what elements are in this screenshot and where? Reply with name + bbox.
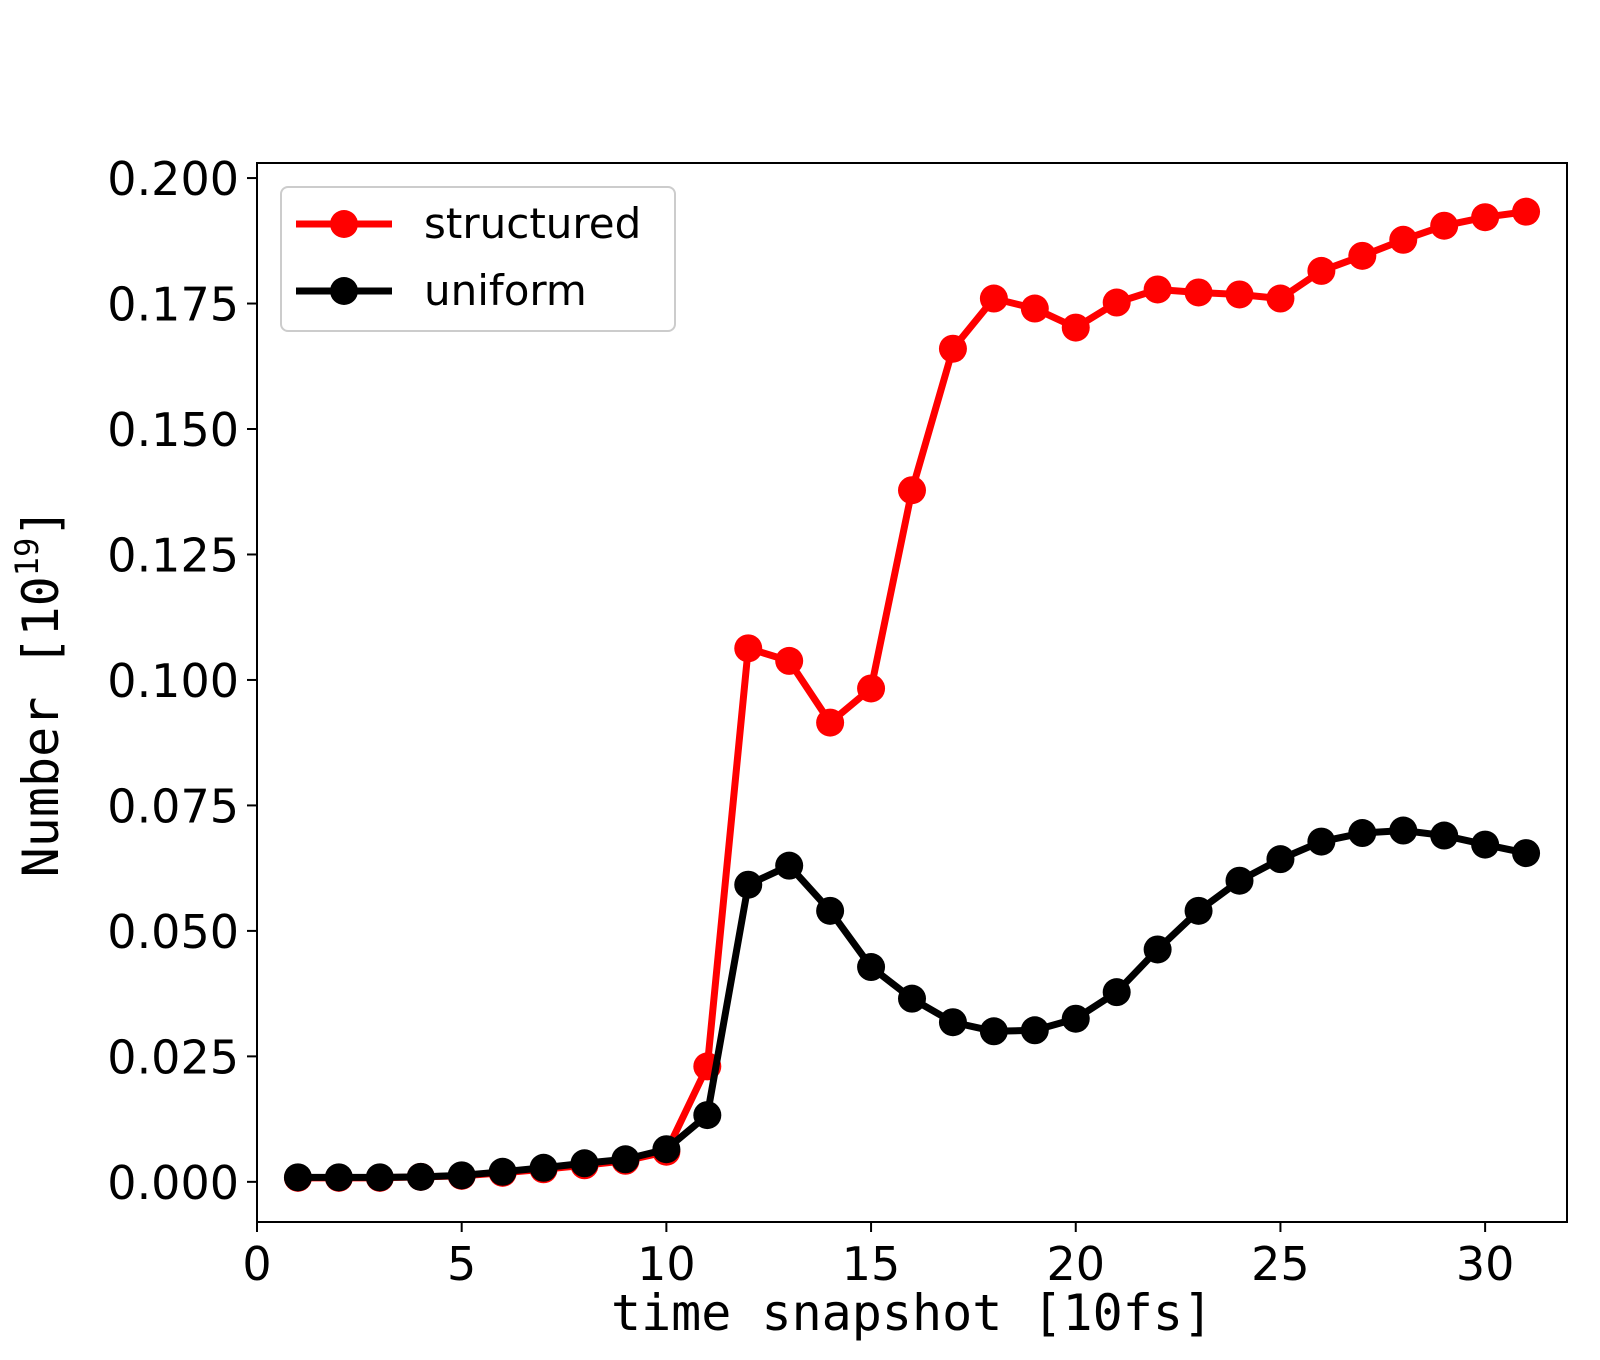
y-tick-label: 0.000 bbox=[107, 1156, 239, 1210]
data-point-uniform bbox=[979, 1017, 1008, 1046]
x-tick-label: 25 bbox=[1251, 1237, 1310, 1291]
legend-entry-structured: structured bbox=[296, 199, 641, 248]
data-point-structured bbox=[1307, 256, 1336, 285]
data-point-structured bbox=[1020, 294, 1049, 323]
data-point-uniform bbox=[816, 896, 845, 925]
data-point-uniform bbox=[1512, 839, 1541, 868]
y-tick-label: 0.175 bbox=[107, 278, 239, 332]
data-point-uniform bbox=[1266, 845, 1295, 874]
legend: structured uniform bbox=[280, 186, 676, 332]
x-tick-label: 0 bbox=[242, 1237, 271, 1291]
series-structured bbox=[283, 197, 1541, 1192]
y-tick-label: 0.125 bbox=[107, 528, 239, 582]
data-point-uniform bbox=[1307, 827, 1336, 856]
y-tick-label: 0.050 bbox=[107, 905, 239, 959]
data-point-structured bbox=[775, 646, 804, 675]
series-line-structured bbox=[297, 208, 1527, 1182]
data-point-structured bbox=[1184, 278, 1213, 307]
legend-entry-uniform: uniform bbox=[296, 266, 587, 315]
data-point-uniform bbox=[570, 1149, 599, 1178]
data-point-uniform bbox=[1143, 935, 1172, 964]
data-point-uniform bbox=[1184, 896, 1213, 925]
x-axis: 0 5 10 15 20 25 30 bbox=[242, 1222, 1514, 1291]
data-point-structured bbox=[857, 674, 886, 703]
y-axis-title-close: ] bbox=[12, 508, 70, 538]
data-point-uniform bbox=[1061, 1004, 1090, 1033]
data-point-structured bbox=[898, 476, 926, 505]
legend-label-uniform: uniform bbox=[424, 266, 587, 315]
data-point-structured bbox=[1102, 288, 1131, 317]
data-point-uniform bbox=[1430, 821, 1459, 850]
y-tick-label: 0.025 bbox=[107, 1030, 239, 1084]
data-point-uniform bbox=[1348, 819, 1377, 848]
data-point-uniform bbox=[938, 1008, 967, 1037]
data-point-uniform bbox=[1471, 830, 1500, 859]
x-tick-label: 20 bbox=[1046, 1237, 1105, 1291]
x-tick-label: 30 bbox=[1456, 1237, 1515, 1291]
y-axis-title-exponent: 19 bbox=[8, 538, 46, 577]
x-tick-label: 10 bbox=[637, 1237, 696, 1291]
data-point-uniform bbox=[611, 1145, 640, 1174]
data-point-uniform bbox=[447, 1161, 476, 1190]
data-point-structured bbox=[734, 634, 763, 663]
plot-area-frame bbox=[256, 162, 1568, 1223]
data-point-structured bbox=[938, 334, 967, 363]
data-point-uniform bbox=[365, 1163, 394, 1192]
data-point-structured bbox=[1225, 280, 1254, 309]
y-tick-label: 0.200 bbox=[107, 152, 239, 206]
data-point-structured bbox=[1389, 225, 1418, 254]
data-point-structured bbox=[1266, 284, 1295, 313]
data-point-uniform bbox=[406, 1162, 435, 1191]
data-point-uniform bbox=[734, 870, 763, 899]
data-point-uniform bbox=[1102, 978, 1131, 1007]
data-point-uniform bbox=[1389, 816, 1418, 845]
x-tick-label: 15 bbox=[842, 1237, 901, 1291]
x-axis-title: time snapshot [10fs] bbox=[611, 1284, 1213, 1342]
y-tick-label: 0.100 bbox=[107, 654, 239, 708]
data-point-uniform bbox=[1020, 1016, 1049, 1045]
data-point-uniform bbox=[529, 1153, 558, 1182]
y-axis-title: Number [1019] bbox=[8, 508, 70, 878]
y-tick-label: 0.075 bbox=[107, 779, 239, 833]
series-uniform bbox=[283, 816, 1541, 1192]
x-tick-label: 5 bbox=[447, 1237, 476, 1291]
data-point-uniform bbox=[652, 1135, 681, 1164]
data-point-uniform bbox=[857, 953, 886, 982]
legend-marker-structured bbox=[330, 210, 358, 238]
data-point-structured bbox=[1471, 203, 1500, 232]
y-axis: 0.000 0.025 0.050 0.075 0.100 0.125 0.150 0.175… bbox=[107, 152, 257, 1210]
data-point-uniform bbox=[775, 851, 804, 880]
data-point-structured bbox=[1143, 275, 1172, 304]
data-point-structured bbox=[1061, 313, 1090, 342]
data-point-uniform bbox=[488, 1157, 517, 1186]
data-point-uniform bbox=[324, 1163, 353, 1192]
data-point-structured bbox=[1512, 197, 1541, 226]
data-point-structured bbox=[979, 284, 1008, 313]
data-point-structured bbox=[816, 708, 845, 737]
data-point-uniform bbox=[693, 1101, 722, 1130]
data-point-uniform bbox=[283, 1163, 312, 1192]
data-point-structured bbox=[1430, 211, 1459, 240]
legend-marker-uniform bbox=[330, 277, 358, 305]
legend-label-structured: structured bbox=[424, 199, 641, 248]
data-point-uniform bbox=[898, 984, 926, 1013]
y-axis-title-text: Number [10 bbox=[12, 576, 70, 877]
y-tick-label: 0.150 bbox=[107, 403, 239, 457]
data-point-structured bbox=[1348, 241, 1377, 270]
data-point-uniform bbox=[1225, 866, 1254, 895]
